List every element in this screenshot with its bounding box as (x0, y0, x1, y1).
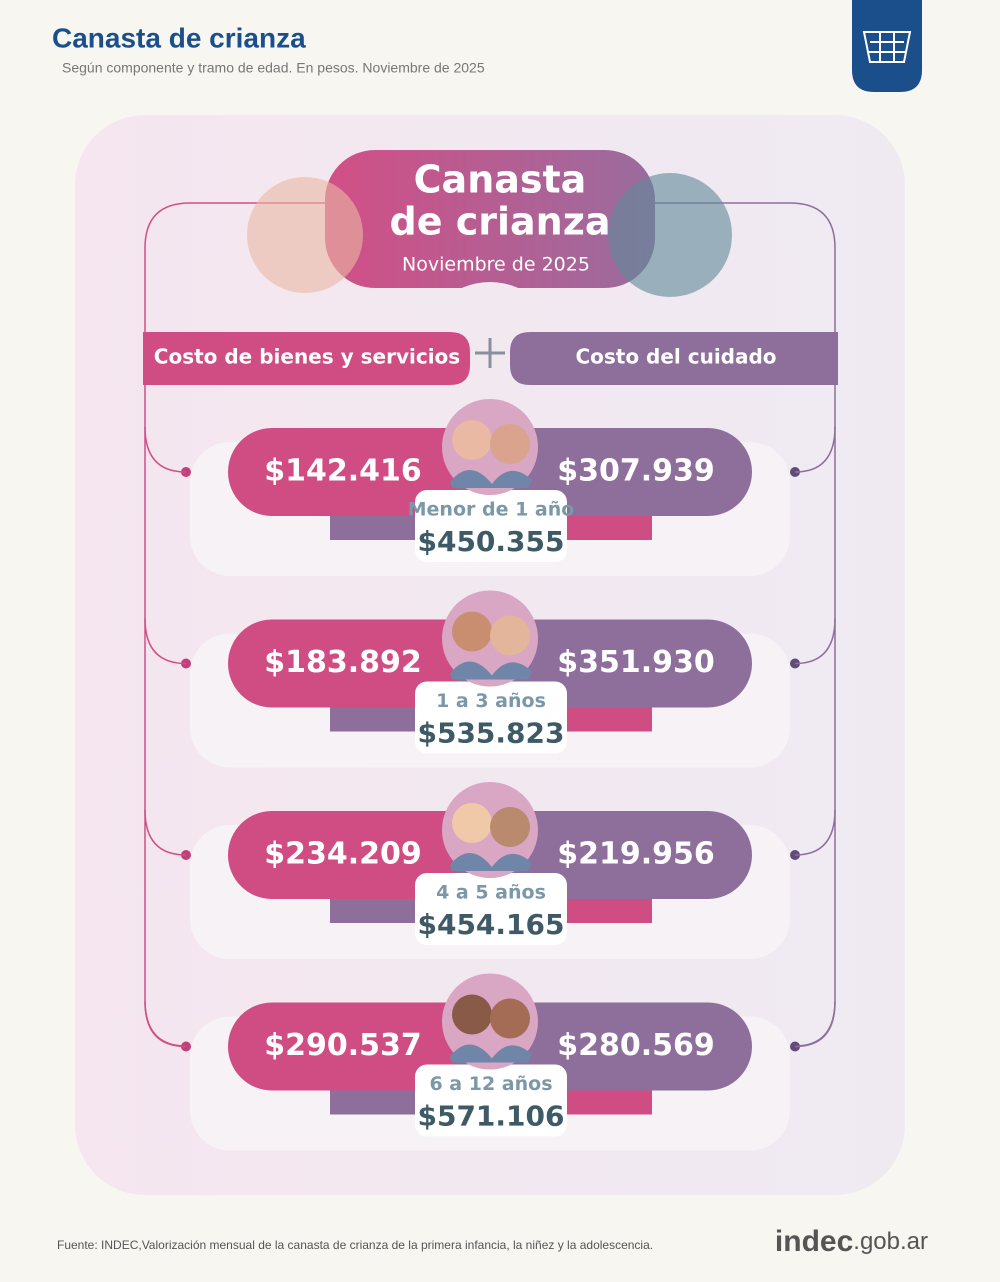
total-box (415, 681, 567, 754)
banner (325, 150, 655, 288)
care-value: $351.930 (557, 645, 715, 680)
column-left-label: Costo de bienes y servicios (154, 345, 460, 369)
avatar-bodies (450, 661, 532, 680)
age-label: 1 a 3 años (436, 690, 546, 712)
page-subtitle: Según componente y tramo de edad. En pes… (62, 60, 485, 76)
goods-value: $234.209 (264, 837, 422, 872)
goods-value: $183.892 (264, 645, 422, 680)
total-value: $571.106 (417, 1100, 564, 1133)
connector-branch-left (144, 1001, 187, 1048)
illustration-mother (247, 177, 363, 293)
connector-branch-left (144, 618, 187, 665)
connector-branch-right (794, 618, 836, 665)
total-value: $454.165 (417, 908, 564, 941)
connector-branch-right (794, 809, 836, 856)
column-right-label: Costo del cuidado (575, 345, 776, 369)
total-box (415, 490, 567, 562)
avatar-child-1 (452, 420, 492, 460)
avatar-bodies (450, 1044, 532, 1063)
logo-domain: .gob.ar (853, 1228, 928, 1255)
avatar-child-2 (490, 807, 530, 847)
badge (852, 0, 922, 92)
care-value: $280.569 (557, 1028, 715, 1063)
care-value: $219.956 (557, 837, 715, 872)
total-box (415, 873, 567, 945)
column-left-bar (143, 332, 470, 385)
banner-title-2: de crianza (390, 200, 611, 244)
age-label: 4 a 5 años (436, 882, 546, 904)
illustration-father (608, 173, 732, 297)
basket-icon (862, 31, 912, 63)
care-value: $307.939 (557, 454, 715, 489)
logo-main: indec (775, 1225, 853, 1258)
connector-branch-left (144, 809, 187, 856)
avatar-bodies (450, 852, 532, 871)
banner-date: Noviembre de 2025 (402, 254, 590, 276)
avatar-child-2 (490, 424, 530, 464)
age-label: Menor de 1 año (408, 499, 575, 521)
connector-branch-right (794, 426, 836, 473)
avatar-child-2 (490, 615, 530, 656)
goods-value: $142.416 (264, 454, 422, 489)
goods-value: $290.537 (264, 1028, 422, 1063)
total-value: $535.823 (417, 717, 564, 750)
banner-title-1: Canasta (414, 158, 587, 202)
avatar-child-1 (452, 994, 492, 1035)
page-title: Canasta de crianza (52, 22, 306, 53)
avatar-child-1 (452, 611, 492, 652)
avatar-child-1 (452, 803, 492, 843)
rows: $142.416 $307.939 Menor de 1 año $450.355 $1… (144, 399, 836, 1151)
column-right-bar (510, 332, 838, 385)
footer-logo: indec.gob.ar (775, 1225, 928, 1258)
connector-branch-left (144, 426, 187, 473)
total-value: $450.355 (417, 525, 564, 558)
plus-sign (475, 338, 505, 368)
avatar-bodies (450, 469, 532, 488)
footer-source: Fuente: INDEC,Valorización mensual de la… (57, 1238, 653, 1252)
connector-branch-right (794, 1001, 836, 1048)
avatar-child-2 (490, 998, 530, 1039)
age-label: 6 a 12 años (429, 1073, 552, 1095)
total-box (415, 1064, 567, 1137)
